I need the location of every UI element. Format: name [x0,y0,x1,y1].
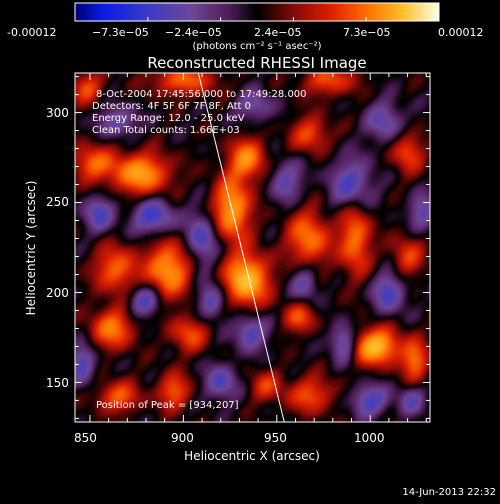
x-axis-label: Heliocentric X (arcsec) [184,449,320,463]
colorbar-tick-label: 7.3e−05 [343,26,390,39]
x-tick-label: 950 [264,431,287,445]
colorbar: -0.00012 −7.3e−05 −2.4e−05 2.4e−05 7.3e−… [7,2,484,52]
clean-counts-text: Clean Total counts: 1.66E+03 [92,125,240,136]
colorbar-tick-label: −2.4e−05 [165,26,222,39]
plot-frame [74,72,431,423]
colorbar-ticks [74,17,440,21]
colorbar-tick-label: -0.00012 [7,26,56,39]
colorbar-tick-label: 2.4e−05 [254,26,301,39]
energy-range-text: Energy Range: 12.0 - 25.0 keV [92,113,245,124]
colorbar-unit-label: (photons cm⁻² s⁻¹ asec⁻²) [192,41,321,52]
colorbar-tick-label: 0.00012 [438,26,484,39]
time-range-text: 8-Oct-2004 17:45:56.000 to 17:49:28.000 [96,89,307,100]
detectors-text: Detectors: 4F 5F 6F 7F 8F, Att 0 [92,101,251,112]
colorbar-tick-label: −7.3e−05 [92,26,149,39]
x-tick-label: 850 [74,431,97,445]
y-tick-label: 200 [46,286,69,300]
info-box: 8-Oct-2004 17:45:56.000 to 17:49:28.000 … [92,89,307,411]
y-tick-label: 300 [46,106,69,120]
y-axis-label: Heliocentric Y (arcsec) [24,181,38,316]
heatmap-image [75,73,430,422]
x-tick-label: 900 [171,431,194,445]
footer-date: 14-Jun-2013 22:32 [402,487,496,498]
colorbar-frame [74,2,440,22]
colorbar-gradient [75,3,439,21]
peak-position-text: Position of Peak = [934,207] [96,400,239,411]
x-tick-label: 1000 [354,431,385,445]
axis-ticks [75,73,430,422]
y-tick-label: 150 [46,376,69,390]
y-tick-label: 250 [46,195,69,209]
limb-line [197,72,285,423]
chart-title: Reconstructed RHESSI Image [147,54,366,72]
